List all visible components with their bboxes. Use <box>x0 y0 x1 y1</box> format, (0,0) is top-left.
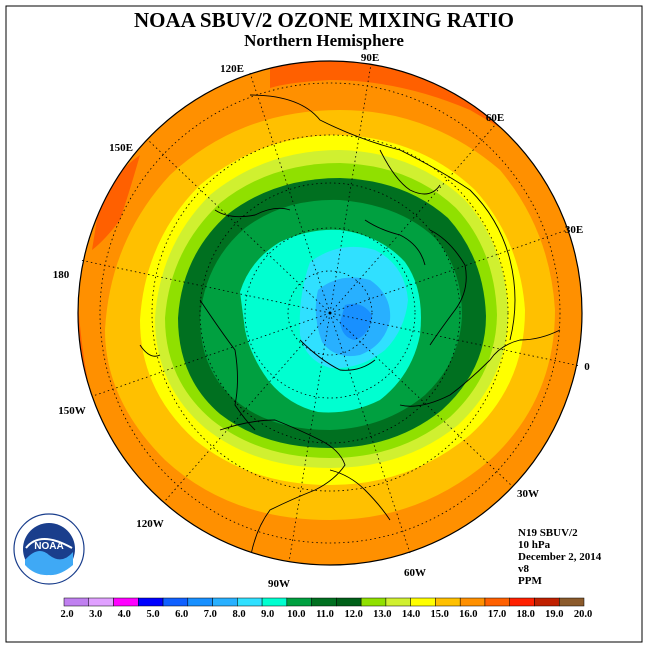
colorbar-swatch <box>385 597 411 607</box>
colorbar-swatch <box>237 597 263 607</box>
colorbar-tick-label: 6.0 <box>175 609 188 620</box>
colorbar-swatch <box>558 597 585 607</box>
colorbar-tick-label: 7.0 <box>204 609 217 620</box>
logo-text: NOAA <box>34 541 63 552</box>
hemisphere-boundary <box>77 60 583 566</box>
colorbar-swatch <box>63 597 90 607</box>
lon-label-150w: 150W <box>58 405 86 417</box>
lon-label-60e: 60E <box>486 112 504 124</box>
lon-label-90e: 90E <box>361 52 379 64</box>
colorbar-tick-label: 16.0 <box>459 609 477 620</box>
coastlines <box>139 94 561 561</box>
colorbar-tick-label: 18.0 <box>516 609 534 620</box>
colorbar-tick-label: 4.0 <box>118 609 131 620</box>
map-title: NOAA SBUV/2 OZONE MIXING RATIO <box>134 8 514 32</box>
colorbar-swatch <box>336 597 362 607</box>
map-subtitle: Northern Hemisphere <box>244 31 404 50</box>
colorbar-swatch <box>534 597 560 607</box>
colorbar-swatch <box>509 597 535 607</box>
instrument-label: N19 SBUV/2 <box>518 527 578 539</box>
graticule-latitudes <box>99 82 561 544</box>
colorbar-tick-label: 5.0 <box>146 609 159 620</box>
colorbar-tick-label: 14.0 <box>402 609 420 620</box>
colorbar-tick-label: 10.0 <box>287 609 305 620</box>
lon-label-30w: 30W <box>517 488 539 500</box>
colorbar-swatch <box>162 597 189 607</box>
lon-label-90w: 90W <box>268 578 290 590</box>
colorbar-tick-label: 19.0 <box>545 609 563 620</box>
colorbar-swatch <box>88 597 114 607</box>
colorbar-swatch <box>484 597 510 607</box>
longitude-labels: 90E 60E 30E 0 30W 60W 90W 120W 150W 180 … <box>53 52 591 590</box>
colorbar-tick-label: 11.0 <box>316 609 334 620</box>
colorbar-swatch <box>311 597 337 607</box>
colorbar-tick-label: 8.0 <box>232 609 245 620</box>
colorbar-swatch <box>212 597 238 607</box>
lon-label-30e: 30E <box>565 224 583 236</box>
colorbar-tick-label: 2.0 <box>60 609 73 620</box>
colorbar-tick-label: 20.0 <box>574 609 592 620</box>
colorbar-tick-label: 13.0 <box>373 609 391 620</box>
colorbar-swatch <box>138 597 164 607</box>
noaa-logo: NOAA <box>13 513 85 585</box>
colorbar-swatch <box>360 597 387 607</box>
ozone-contour-field <box>78 61 582 565</box>
colorbar-tick-label: 12.0 <box>344 609 362 620</box>
lon-label-150e: 150E <box>109 142 133 154</box>
units-label: PPM <box>518 575 542 587</box>
pressure-label: 10 hPa <box>518 539 551 551</box>
graticule-meridians <box>79 63 581 563</box>
colorbar-swatch <box>286 597 312 607</box>
lon-label-60w: 60W <box>404 567 426 579</box>
band-7-8 <box>340 303 372 340</box>
figure-border <box>5 5 643 643</box>
lon-label-120e: 120E <box>220 63 244 75</box>
band-18-lobe-northwest <box>92 155 140 250</box>
lon-label-180: 180 <box>53 269 70 281</box>
colorbar-tick-label: 9.0 <box>261 609 274 620</box>
colorbar-swatch <box>113 597 139 607</box>
colorbar-swatch <box>435 597 461 607</box>
lon-label-0: 0 <box>584 361 590 373</box>
colorbar: 2.0 3.0 4.0 5.0 6.0 7.0 8.0 9.0 10.0 11.0 12.0 13.0… <box>60 597 592 620</box>
colorbar-tick-label: 3.0 <box>89 609 102 620</box>
lon-label-120w: 120W <box>136 518 164 530</box>
version-label: v8 <box>518 563 530 575</box>
colorbar-tick-label: 15.0 <box>430 609 448 620</box>
colorbar-swatch <box>261 597 288 607</box>
colorbar-swatch <box>187 597 213 607</box>
info-block: N19 SBUV/2 10 hPa December 2, 2014 v8 PP… <box>518 527 602 587</box>
colorbar-tick-label: 17.0 <box>488 609 506 620</box>
colorbar-swatch <box>459 597 486 607</box>
date-label: December 2, 2014 <box>518 551 602 563</box>
colorbar-swatch <box>410 597 436 607</box>
